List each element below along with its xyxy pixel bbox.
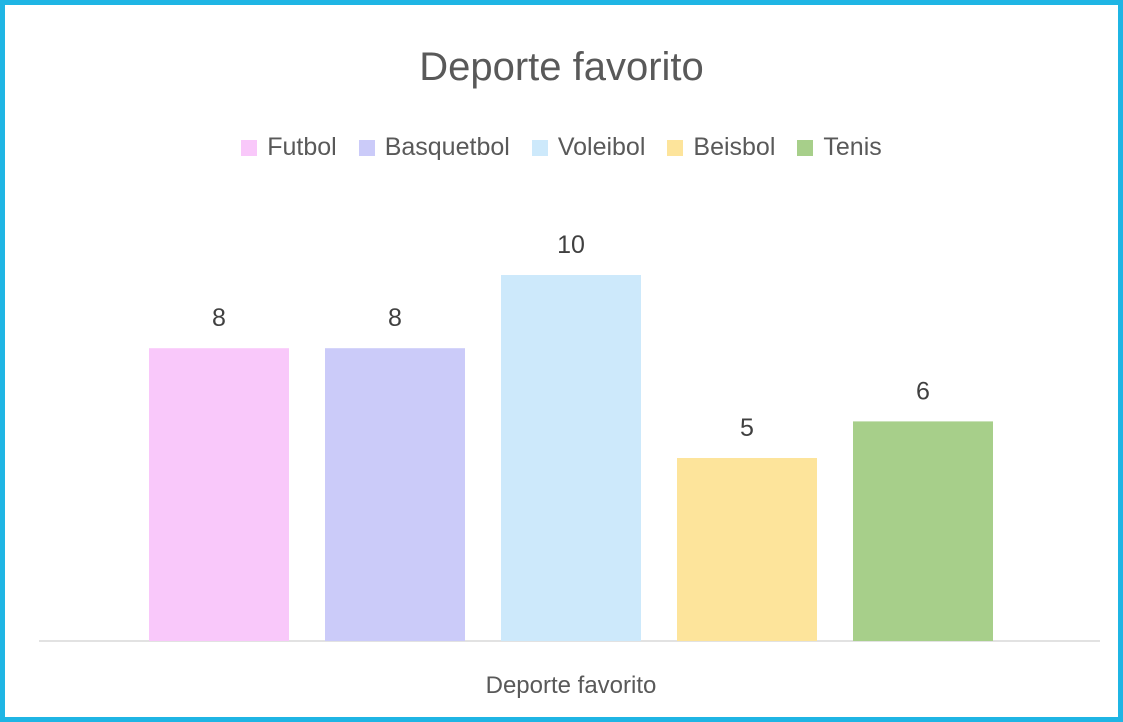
bar-voleibol [501, 275, 641, 641]
bar-basquetbol [325, 348, 465, 641]
legend-item-tenis: Tenis [797, 133, 882, 162]
legend-label: Futbol [267, 133, 337, 161]
legend-item-basquetbol: Basquetbol [358, 133, 510, 162]
legend-swatch [667, 139, 684, 156]
data-label-voleibol: 10 [557, 231, 585, 259]
bar-beisbol [677, 458, 817, 641]
legend-label: Basquetbol [384, 133, 510, 161]
bar-chart: 8 8 10 5 6 Deporte favorito [39, 231, 1100, 699]
legend-swatch [797, 139, 814, 156]
legend-label: Beisbol [693, 133, 776, 161]
data-label-tenis: 6 [916, 377, 930, 405]
legend-swatch [531, 139, 548, 156]
bar-tenis [853, 421, 993, 641]
legend-item-futbol: Futbol [241, 133, 337, 162]
data-label-futbol: 8 [212, 304, 226, 332]
chart-title: Deporte favorito [419, 45, 704, 89]
legend-label: Voleibol [557, 133, 646, 161]
category-axis-label: Deporte favorito [486, 672, 657, 699]
legend-item-beisbol: Beisbol [667, 133, 775, 162]
chart-legend: Futbol Basquetbol Voleibol Beisbol Tenis [5, 133, 1118, 162]
legend-item-voleibol: Voleibol [531, 133, 646, 162]
data-label-beisbol: 5 [740, 414, 754, 442]
data-label-basquetbol: 8 [388, 304, 402, 332]
legend-swatch [241, 139, 258, 156]
legend-swatch [358, 139, 375, 156]
bar-futbol [149, 348, 289, 641]
legend-label: Tenis [823, 133, 882, 161]
